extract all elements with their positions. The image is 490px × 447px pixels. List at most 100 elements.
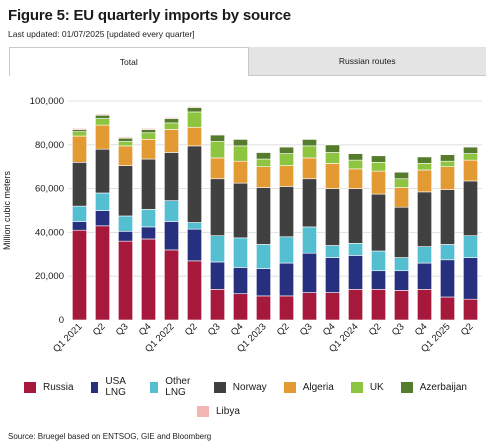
bar-segment	[371, 270, 386, 290]
legend-label: Norway	[232, 381, 267, 393]
bar-segment	[256, 166, 271, 188]
bar-segment	[164, 221, 179, 251]
bar-segment	[164, 118, 179, 124]
bar-segment	[210, 178, 225, 236]
bar-segment	[463, 159, 478, 182]
bar-segment	[325, 245, 340, 258]
bar-segment	[279, 146, 294, 148]
x-tick-label: Q2	[275, 321, 292, 338]
x-tick-label: Q1 2021	[51, 321, 85, 355]
legend-item[interactable]: Norway	[213, 381, 267, 393]
y-tick-label: 60,000	[35, 184, 64, 195]
bar-segment	[95, 113, 110, 116]
bar-segment	[417, 169, 432, 193]
bar-segment	[371, 154, 386, 157]
legend-label: Other LNG	[165, 376, 191, 398]
legend-item[interactable]: Other LNG	[150, 376, 196, 398]
bar-segment	[118, 231, 133, 242]
bar-segment	[348, 188, 363, 244]
bar-segment	[72, 128, 87, 130]
y-tick-label: 100,000	[30, 96, 64, 107]
bar-segment	[118, 145, 133, 166]
x-tick-label: Q2	[367, 321, 384, 338]
last-updated-label: Last updated: 01/07/2025 [updated every …	[8, 29, 195, 39]
bar-segment	[279, 186, 294, 238]
bar-segment	[417, 262, 432, 290]
x-tick-label: Q4	[137, 321, 154, 338]
legend-item[interactable]: UK	[350, 381, 384, 393]
bar-segment	[256, 295, 271, 321]
bar-segment	[394, 187, 409, 208]
bar-segment	[141, 132, 156, 140]
bar-segment	[141, 129, 156, 134]
bar-segment	[233, 160, 248, 184]
bar-segment	[164, 122, 179, 130]
bar-segment	[95, 148, 110, 194]
bar-segment	[348, 289, 363, 321]
legend-item[interactable]: USA LNG	[90, 376, 134, 398]
bar-segment	[348, 152, 363, 154]
bar-segment	[325, 144, 340, 153]
y-tick-label: 40,000	[35, 227, 64, 238]
bar-segment	[302, 157, 317, 180]
bar-segment	[95, 210, 110, 227]
bar-segment	[417, 155, 432, 158]
bar-segment	[164, 117, 179, 119]
bar-segment	[325, 152, 340, 164]
bar-segment	[417, 191, 432, 247]
bar-segment	[72, 129, 87, 132]
bar-segment	[302, 178, 317, 228]
bar-segment	[394, 206, 409, 258]
bar-segment	[118, 240, 133, 321]
bar-segment	[256, 187, 271, 245]
bar-segment	[463, 235, 478, 258]
bar-segment	[394, 171, 409, 180]
bar-segment	[233, 139, 248, 147]
bar-segment	[141, 139, 156, 160]
x-tick-label: Q3	[390, 321, 407, 338]
bar-segment	[210, 133, 225, 136]
view-tabs: Total Russian routes	[9, 47, 486, 76]
bar-segment	[210, 157, 225, 180]
x-tick-label: Q3	[298, 321, 315, 338]
bar-segment	[164, 200, 179, 222]
y-tick-label: 20,000	[35, 271, 64, 282]
bar-segment	[279, 146, 294, 154]
tab-russian-routes[interactable]: Russian routes	[248, 47, 486, 76]
legend-swatch	[350, 381, 363, 393]
bar-segment	[72, 162, 87, 207]
bar-segment	[302, 138, 317, 140]
bar-segment	[302, 292, 317, 321]
bar-segment	[463, 298, 478, 321]
bar-segment	[141, 226, 156, 240]
bar-segment	[417, 163, 432, 171]
chart-legend: Russia USA LNG Other LNG Norway Algeria UK Aze…	[24, 376, 484, 426]
bar-segment	[164, 129, 179, 153]
legend-item[interactable]: Russia	[24, 381, 74, 393]
tab-total[interactable]: Total	[9, 47, 249, 76]
bar-segment	[302, 252, 317, 293]
bar-segment	[210, 235, 225, 263]
legend-item[interactable]: Libya	[197, 405, 240, 417]
bar-segment	[210, 261, 225, 290]
bar-segment	[141, 209, 156, 228]
bar-segment	[371, 289, 386, 321]
bar-segment	[233, 145, 248, 162]
bar-segment	[302, 145, 317, 159]
stacked-bar-chart: 0 20,000 40,000 60,000 80,000 100,000 Q1 2021…	[2, 96, 482, 355]
bar-segment	[256, 151, 271, 153]
bar-segment	[164, 152, 179, 201]
bar-segment	[233, 182, 248, 239]
legend-swatch	[283, 381, 296, 393]
bar-segment	[256, 158, 271, 168]
bar-segment	[371, 170, 386, 195]
bar-segment	[72, 221, 87, 231]
bar-segment	[279, 236, 294, 264]
bar-segment	[394, 290, 409, 321]
bar-segment	[371, 250, 386, 272]
bar-segment	[417, 289, 432, 321]
bar-segment	[348, 153, 363, 161]
legend-item[interactable]: Azerbaijan	[400, 381, 467, 393]
bar-segment	[233, 138, 248, 140]
legend-item[interactable]: Algeria	[283, 381, 334, 393]
